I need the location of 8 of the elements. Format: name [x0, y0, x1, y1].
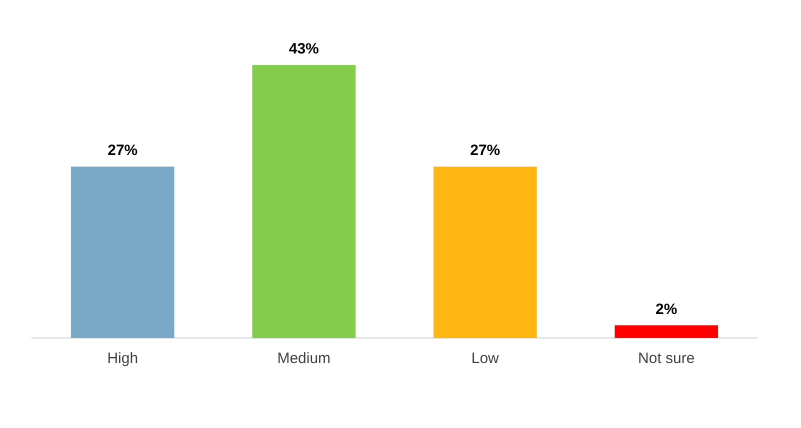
x-tick-label: Medium	[277, 350, 331, 368]
data-label: 43%	[288, 40, 319, 58]
data-label: 2%	[656, 300, 678, 318]
x-tick-label: High	[107, 350, 138, 368]
data-label: 27%	[470, 142, 500, 160]
x-tick-label: Low	[471, 350, 500, 368]
x-tick-label: Not sure	[638, 350, 695, 368]
data-label: 27%	[108, 142, 138, 160]
